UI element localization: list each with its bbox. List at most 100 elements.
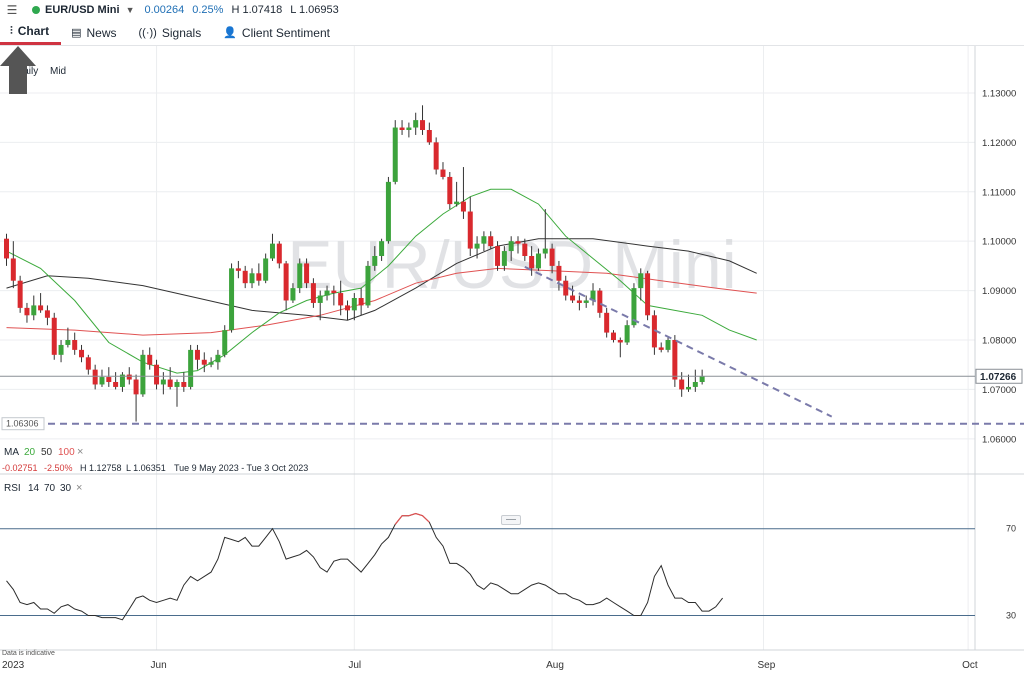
candle-body — [447, 176, 453, 205]
candle-body — [24, 307, 30, 316]
candle-body — [351, 298, 357, 311]
price-tick-label: 1.12000 — [982, 138, 1016, 149]
instrument-name[interactable]: EUR/USD Mini — [45, 4, 120, 16]
candle-body — [617, 340, 623, 343]
rsi-lower-label: 30 — [1006, 610, 1016, 620]
candle-body — [215, 354, 221, 363]
candle-body — [79, 349, 85, 358]
candle-body — [147, 354, 153, 365]
tab-signals[interactable]: ((·)) Signals — [129, 20, 214, 45]
current-price-value: 1.07266 — [980, 372, 1017, 383]
rsi-legend[interactable]: RSI 14 70 30 × — [4, 482, 82, 494]
time-axis: 2023 Jun Jul Aug Sep Oct — [2, 660, 978, 671]
candles-icon: ⫶ — [10, 24, 13, 37]
candle-body — [256, 273, 262, 281]
candle-body — [522, 243, 528, 256]
candle-body — [399, 127, 405, 130]
price-change: 0.00264 — [144, 4, 185, 16]
range-change-percent: -2.50% — [44, 463, 73, 473]
range-dates: Tue 9 May 2023 - Tue 3 Oct 2023 — [174, 463, 308, 473]
instrument-bar: ☰ EUR/USD Mini ▼ 0.00264 0.25% H 1.07418… — [0, 0, 1024, 21]
candle-body — [17, 280, 23, 308]
candle-body — [385, 181, 391, 242]
hamburger-icon[interactable]: ☰ — [6, 3, 18, 17]
candle-body — [181, 382, 187, 387]
support-price-value: 1.06306 — [6, 419, 39, 429]
signal-icon: ((·)) — [138, 26, 157, 39]
ma-100-line — [6, 238, 757, 321]
chart-area[interactable]: 1.13000 1.12000 1.11000 1.10000 1.09000 1.080… — [0, 46, 1024, 673]
candle-body — [535, 253, 541, 269]
rsi-legend-upper: 70 — [44, 483, 56, 494]
candle-body — [406, 127, 412, 130]
candle-body — [44, 310, 50, 318]
rsi-line — [6, 512, 723, 621]
range-info: -0.02751 -2.50% H 1.12758 L 1.06351 Tue … — [2, 463, 308, 473]
time-tick-label: Oct — [962, 660, 978, 671]
candle-body — [597, 290, 603, 313]
candle-body — [372, 256, 378, 266]
ma-legend[interactable]: MA 20 50 100 × — [4, 446, 83, 458]
candle-body — [474, 243, 480, 249]
market-open-status-icon — [32, 6, 40, 14]
candle-body — [310, 283, 316, 303]
candle-body — [72, 340, 78, 350]
candle-body — [583, 300, 589, 303]
candle-body — [358, 298, 364, 306]
range-change: -0.02751 — [2, 463, 38, 473]
tab-chart-label: Chart — [17, 24, 50, 38]
close-icon[interactable]: × — [76, 482, 82, 494]
price-tick-label: 1.11000 — [982, 187, 1016, 198]
time-tick-label: Jun — [151, 660, 167, 671]
candle-body — [317, 295, 323, 303]
tab-chart[interactable]: ⫶ Chart — [0, 20, 62, 45]
candle-body — [570, 295, 576, 301]
time-tick-label: 2023 — [2, 660, 25, 671]
candle-body — [529, 256, 535, 269]
candle-body — [495, 246, 501, 266]
timeframe-label[interactable]: Daily — [16, 66, 38, 77]
candle-body — [481, 236, 487, 244]
chevron-down-icon[interactable]: ▼ — [125, 5, 135, 15]
candle-body — [85, 357, 91, 370]
price-tick-label: 1.09000 — [982, 286, 1016, 297]
price-type-label[interactable]: Mid — [50, 66, 66, 77]
candle-body — [38, 305, 44, 311]
candle-body — [488, 236, 494, 247]
candle-body — [686, 386, 691, 390]
ma-legend-label: MA — [4, 447, 19, 458]
price-chart[interactable]: 1.13000 1.12000 1.11000 1.10000 1.09000 1.080… — [0, 46, 1024, 673]
data-indicative-note: Data is indicative — [2, 650, 55, 657]
ma-legend-100: 100 — [58, 447, 75, 458]
view-tabs: ⫶ Chart ▤ News ((·)) Signals 👤 Client Se… — [0, 20, 1024, 46]
candle-body — [624, 325, 630, 343]
candle-body — [426, 130, 432, 143]
support-price-tag — [1, 417, 45, 431]
range-high: H 1.12758 — [80, 463, 122, 473]
candle-body — [631, 288, 637, 326]
price-change-percent: 0.25% — [192, 4, 224, 16]
candle-body — [556, 265, 562, 281]
candle-body — [440, 169, 446, 177]
candle-body — [242, 270, 248, 284]
tab-client-sentiment[interactable]: 👤 Client Sentiment — [213, 20, 342, 45]
candle-body — [290, 288, 296, 301]
candle-body — [235, 268, 241, 271]
tab-news[interactable]: ▤ News — [61, 20, 128, 45]
price-tick-label: 1.08000 — [982, 336, 1016, 347]
close-icon[interactable]: × — [77, 446, 83, 458]
candle-body — [297, 263, 303, 289]
rsi-legend-lower: 30 — [60, 483, 72, 494]
candle-body — [460, 201, 466, 212]
candle-body — [194, 349, 200, 360]
price-tick-label: 1.10000 — [982, 237, 1016, 248]
rsi-legend-label: RSI — [4, 483, 21, 494]
current-price-tag — [975, 368, 1023, 384]
candle-body — [604, 312, 610, 333]
candle-body — [269, 243, 275, 259]
candle-body — [454, 201, 460, 205]
candle-body — [65, 340, 71, 345]
pane-resize-handle[interactable] — [501, 515, 521, 525]
candle-body — [692, 382, 698, 387]
candle-body — [638, 273, 644, 289]
